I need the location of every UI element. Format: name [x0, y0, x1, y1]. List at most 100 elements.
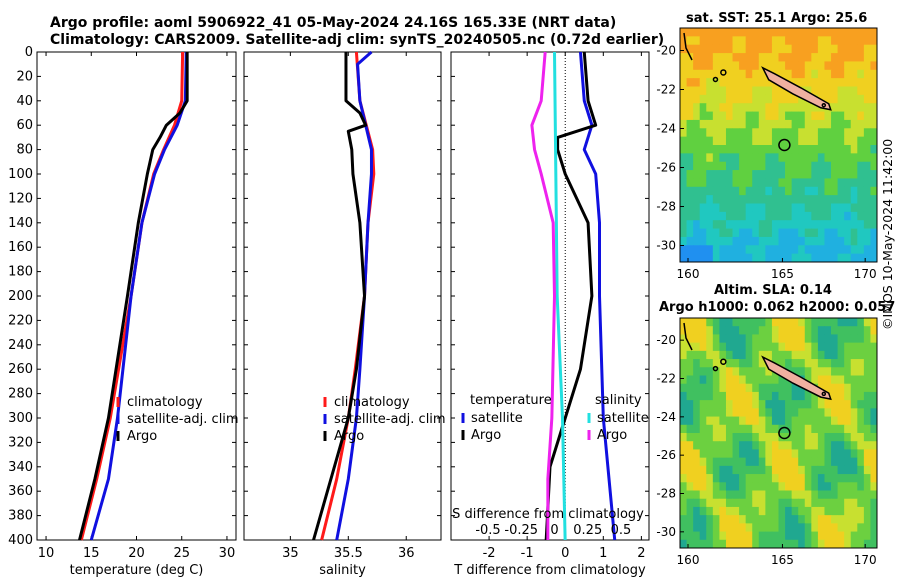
map-cell	[831, 523, 838, 532]
map-cell	[771, 161, 779, 171]
map-cell	[778, 69, 786, 79]
map-cell	[745, 44, 753, 54]
map-cell	[804, 44, 812, 54]
map-cell	[699, 433, 707, 442]
x-tick-label: -2	[483, 546, 496, 561]
map-cell	[765, 94, 773, 104]
secondary-x-tick-label: -0.5	[475, 523, 500, 538]
map-cell	[719, 449, 727, 459]
map-cell	[817, 195, 825, 204]
map-cell	[857, 195, 865, 204]
map-cell	[706, 474, 714, 483]
map-cell	[686, 383, 694, 393]
map-cell	[817, 36, 825, 46]
map-cell	[844, 161, 852, 171]
map-cell	[798, 186, 806, 196]
map-cell	[824, 359, 832, 368]
map-cell	[752, 367, 760, 376]
x-axis-label-salinity: salinity	[319, 563, 366, 578]
map-cell	[712, 136, 720, 146]
map-cell	[758, 367, 766, 376]
map-cell	[680, 416, 687, 426]
map-cell	[798, 61, 806, 71]
map-cell	[752, 506, 760, 516]
map-cell	[752, 111, 760, 121]
map-cell	[804, 245, 812, 255]
map-cell	[824, 111, 832, 121]
map-cell	[798, 103, 806, 112]
map-cell	[817, 515, 825, 524]
map-cell	[811, 326, 819, 335]
map-cell	[712, 350, 720, 360]
map-cell	[752, 145, 760, 154]
map-cell	[758, 228, 766, 238]
map-cell	[850, 424, 858, 434]
legend-label: Argo	[597, 428, 627, 443]
map-cell	[712, 236, 720, 246]
map-cell	[706, 424, 714, 434]
map-cell	[758, 69, 766, 79]
map-cell	[739, 28, 747, 37]
map-cell	[686, 36, 694, 46]
map-cell	[765, 245, 773, 255]
map-cell	[824, 203, 832, 213]
map-cell	[686, 457, 694, 467]
map-cell	[752, 119, 760, 129]
map-cell	[680, 145, 687, 154]
map-cell	[798, 326, 806, 335]
map-cell	[725, 465, 733, 475]
map-cell	[680, 28, 687, 37]
map-cell	[778, 523, 786, 532]
map-cell	[771, 474, 779, 483]
map-cell	[798, 28, 806, 37]
map-cell	[850, 383, 858, 393]
map-cell	[765, 170, 773, 179]
map-cell	[837, 474, 845, 483]
map-cell	[680, 228, 687, 238]
map-cell	[791, 128, 799, 138]
map-cell	[732, 326, 740, 335]
map-cell	[778, 424, 786, 434]
map-cell	[732, 220, 740, 229]
map-cell	[791, 326, 799, 335]
x-tick-label: 10	[38, 546, 55, 561]
map-cell	[712, 342, 720, 352]
map-cell	[811, 465, 819, 475]
map-cell	[837, 433, 845, 442]
map-cell	[758, 145, 766, 154]
map-cell	[824, 128, 832, 138]
map-cell	[850, 178, 858, 188]
map-cell	[693, 170, 701, 179]
map-cell	[758, 195, 766, 204]
map-cell	[844, 482, 852, 491]
map-cell	[798, 145, 806, 154]
map-cell	[811, 334, 819, 344]
map-cell	[706, 457, 714, 467]
map-cell	[719, 119, 727, 129]
map-cell	[857, 433, 865, 442]
map-cell	[824, 318, 832, 327]
map-cell	[745, 94, 753, 104]
map-cell	[706, 36, 714, 46]
map-cell	[791, 482, 799, 491]
map-cell	[752, 523, 760, 532]
map-cell	[804, 474, 812, 483]
map-cell	[725, 86, 733, 96]
map-cell	[752, 408, 760, 417]
map-cell	[811, 236, 819, 246]
map-cell	[712, 539, 720, 549]
map-cell	[706, 350, 714, 360]
map-cell	[739, 245, 747, 255]
map-cell	[817, 506, 825, 516]
map-cell	[725, 375, 733, 385]
lon-tick-label: 165	[771, 267, 794, 281]
map-cell	[771, 490, 779, 500]
map-cell	[837, 94, 845, 104]
map-cell	[686, 111, 694, 121]
map-cell	[863, 136, 871, 146]
map-cell	[844, 465, 852, 475]
map-cell	[870, 86, 878, 96]
map-cell	[732, 236, 740, 246]
map-cell	[765, 153, 773, 163]
map-cell	[765, 178, 773, 188]
